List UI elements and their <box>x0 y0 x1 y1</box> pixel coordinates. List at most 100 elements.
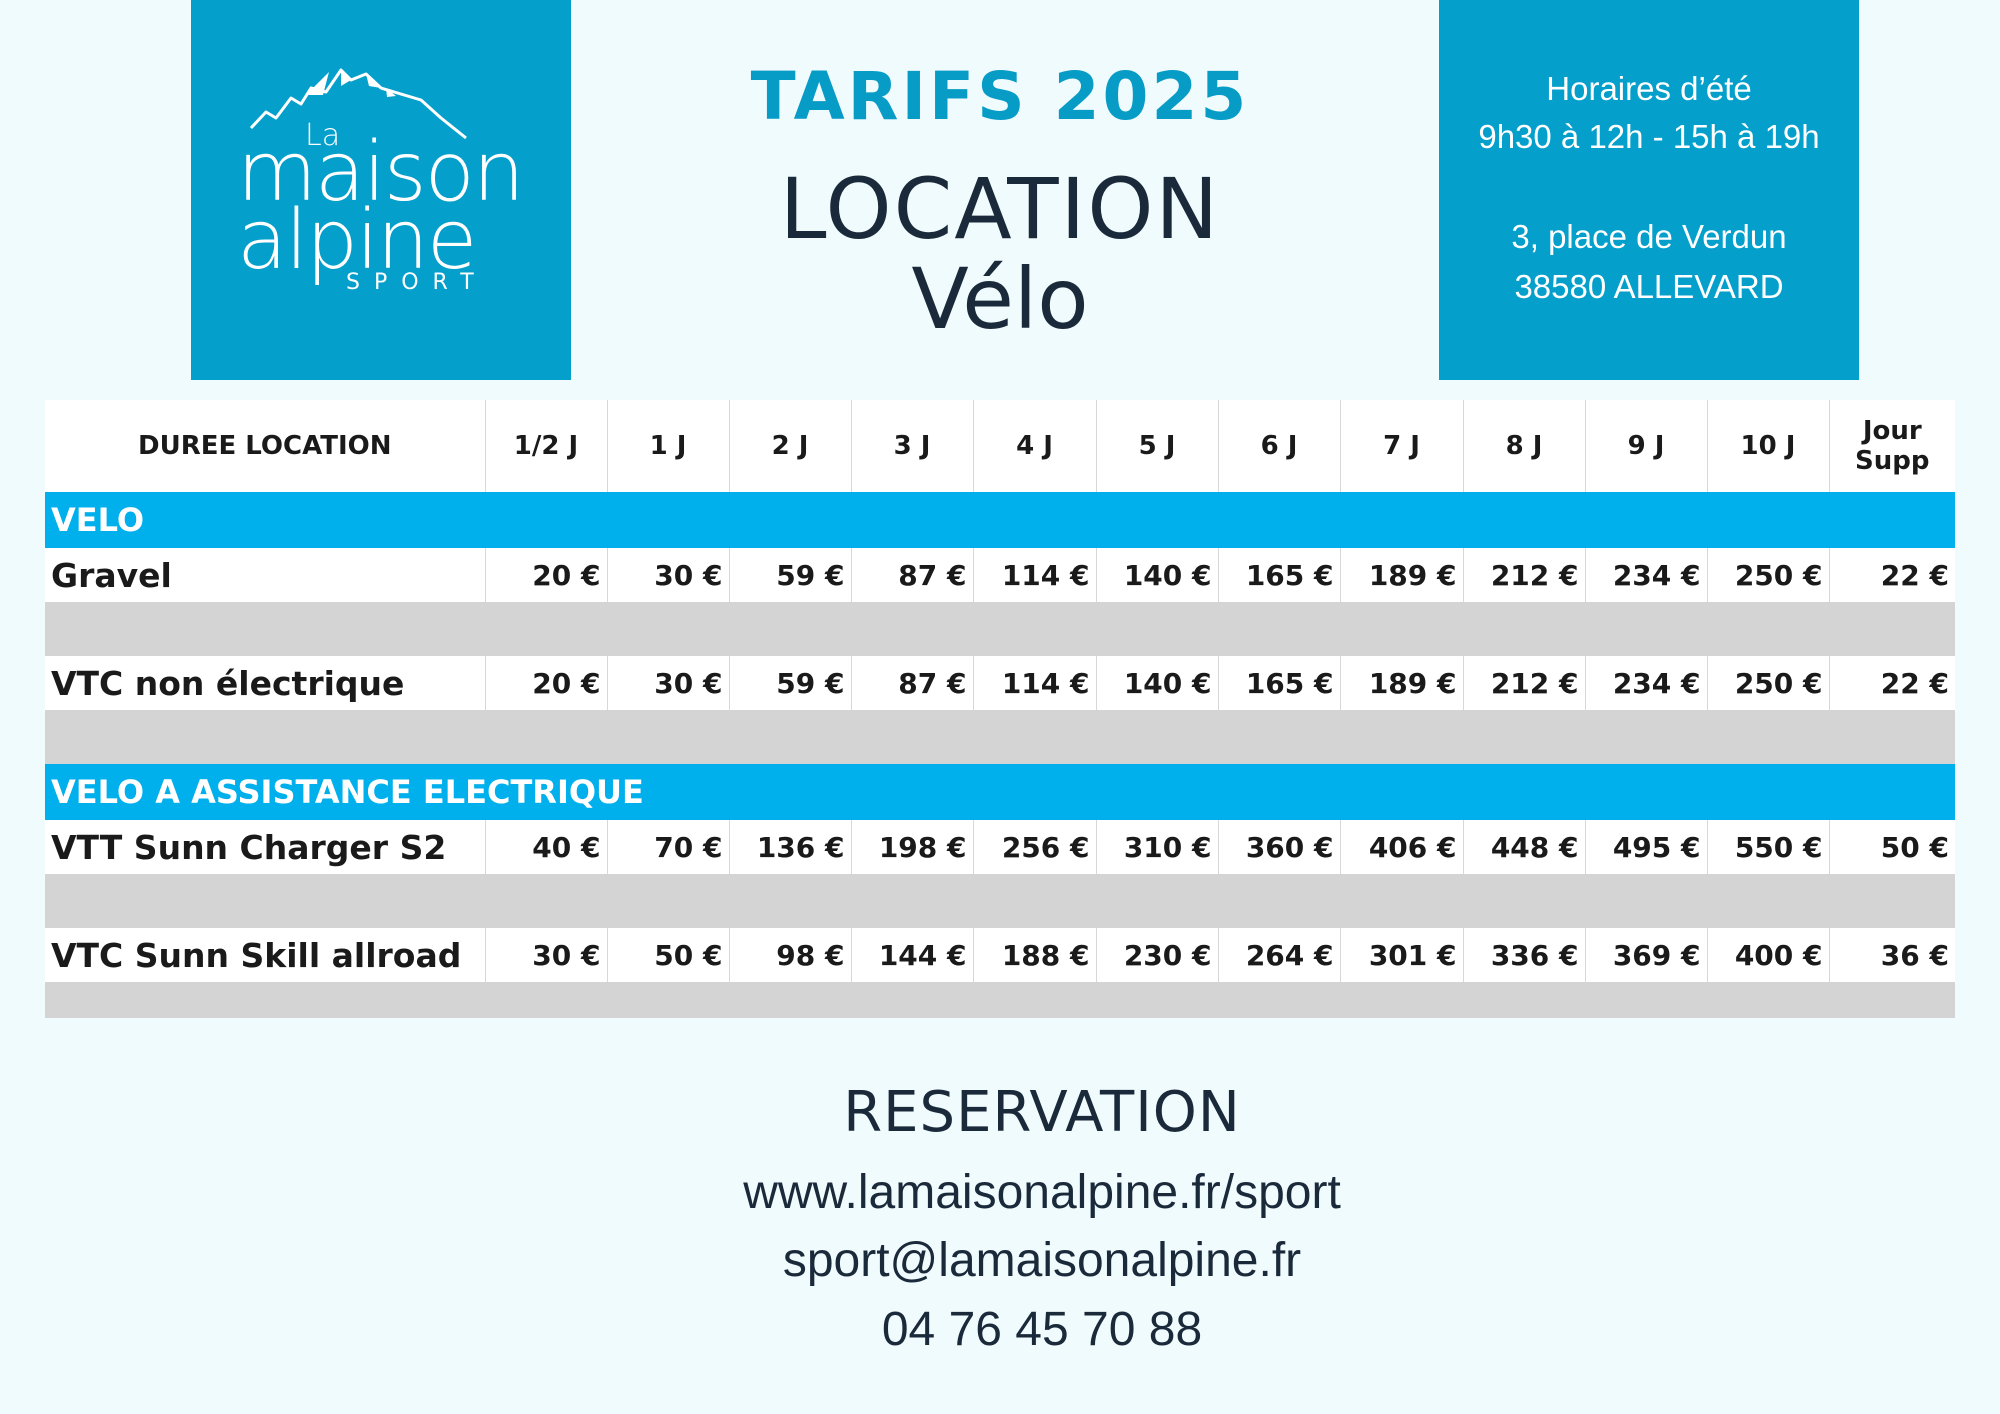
price-cell: 406 € <box>1340 820 1464 874</box>
reservation-title: RESERVATION <box>843 1080 1241 1145</box>
address-line-1: 3, place de Verdun <box>1511 218 1787 255</box>
price-cell: 369 € <box>1585 928 1708 982</box>
section-label: VELO <box>45 492 1955 548</box>
price-cell: 140 € <box>1096 548 1219 602</box>
logo-sport: SPORT <box>346 270 488 295</box>
price-cell: 87 € <box>851 656 974 710</box>
address-line-2: 38580 ALLEVARD <box>1514 268 1784 305</box>
header-10j: 10 J <box>1707 400 1830 492</box>
price-cell: 250 € <box>1707 656 1830 710</box>
header-1j: 1 J <box>607 400 730 492</box>
logo: La maison alpine SPORT <box>191 0 571 380</box>
table-row: VTC Sunn Skill allroad 30 €50 €98 €144 €1… <box>45 928 1955 982</box>
info-box: Horaires d’été 9h30 à 12h - 15h à 19h 3,… <box>1439 0 1859 380</box>
price-cell: 400 € <box>1707 928 1830 982</box>
price-cell: 50 € <box>1829 820 1955 874</box>
bike-name: VTC non électrique <box>45 656 486 710</box>
price-cell: 310 € <box>1096 820 1219 874</box>
spacer-cell <box>45 982 1955 1018</box>
spacer-cell <box>45 602 1955 656</box>
price-cell: 20 € <box>485 656 608 710</box>
header-half-day: 1/2 J <box>485 400 608 492</box>
spacer-row <box>45 982 1955 1018</box>
price-cell: 59 € <box>729 656 852 710</box>
price-cell: 448 € <box>1463 820 1586 874</box>
spacer-row <box>45 602 1955 656</box>
price-cell: 336 € <box>1463 928 1586 982</box>
price-cell: 230 € <box>1096 928 1219 982</box>
table-row: VTC non électrique 20 €30 €59 €87 €114 €1… <box>45 656 1955 710</box>
reservation-phone: 04 76 45 70 88 <box>881 1303 1203 1356</box>
price-cell: 40 € <box>485 820 608 874</box>
price-cell: 50 € <box>607 928 730 982</box>
price-cell: 98 € <box>729 928 852 982</box>
price-cell: 22 € <box>1829 656 1955 710</box>
reservation-website[interactable]: www.lamaisonalpine.fr/sport <box>743 1166 1341 1219</box>
title-velo: Vélo <box>911 250 1089 348</box>
header-supp: Supp <box>1855 446 1930 476</box>
price-cell: 87 € <box>851 548 974 602</box>
price-cell: 301 € <box>1340 928 1464 982</box>
section-row: VELO <box>45 492 1955 548</box>
price-cell: 264 € <box>1218 928 1341 982</box>
mountain-logo-icon <box>249 68 467 140</box>
bike-name: Gravel <box>45 548 486 602</box>
price-cell: 234 € <box>1585 656 1708 710</box>
header-3j: 3 J <box>851 400 974 492</box>
header-7j: 7 J <box>1340 400 1464 492</box>
hours-label: Horaires d’été <box>1546 70 1752 107</box>
price-cell: 20 € <box>485 548 608 602</box>
price-cell: 550 € <box>1707 820 1830 874</box>
price-cell: 188 € <box>973 928 1097 982</box>
price-cell: 22 € <box>1829 548 1955 602</box>
header-jour: Jour <box>1862 416 1922 446</box>
table-row: VTT Sunn Charger S2 40 €70 €136 €198 €256… <box>45 820 1955 874</box>
header-4j: 4 J <box>973 400 1097 492</box>
price-cell: 136 € <box>729 820 852 874</box>
spacer-row <box>45 874 1955 928</box>
price-cell: 165 € <box>1218 548 1341 602</box>
spacer-cell <box>45 710 1955 764</box>
spacer-cell <box>45 874 1955 928</box>
price-cell: 59 € <box>729 548 852 602</box>
header-9j: 9 J <box>1585 400 1708 492</box>
price-cell: 360 € <box>1218 820 1341 874</box>
price-cell: 189 € <box>1340 548 1464 602</box>
price-cell: 250 € <box>1707 548 1830 602</box>
price-cell: 165 € <box>1218 656 1341 710</box>
header-duree: DUREE LOCATION <box>45 400 486 492</box>
table-header-row: DUREE LOCATION 1/2 J 1 J 2 J 3 J 4 J 5 J… <box>45 400 1955 492</box>
header-6j: 6 J <box>1218 400 1341 492</box>
price-cell: 212 € <box>1463 656 1586 710</box>
header-5j: 5 J <box>1096 400 1219 492</box>
logo-alpine: alpine <box>237 193 477 288</box>
section-label: VELO A ASSISTANCE ELECTRIQUE <box>45 764 1955 820</box>
price-cell: 189 € <box>1340 656 1464 710</box>
price-cell: 114 € <box>973 656 1097 710</box>
bike-name: VTC Sunn Skill allroad <box>45 928 486 982</box>
price-cell: 114 € <box>973 548 1097 602</box>
logo-la: La <box>305 118 341 153</box>
spacer-row <box>45 710 1955 764</box>
hours-value: 9h30 à 12h - 15h à 19h <box>1478 118 1820 155</box>
bike-name: VTT Sunn Charger S2 <box>45 820 486 874</box>
price-cell: 234 € <box>1585 548 1708 602</box>
price-cell: 144 € <box>851 928 974 982</box>
price-cell: 36 € <box>1829 928 1955 982</box>
price-cell: 140 € <box>1096 656 1219 710</box>
title-location: LOCATION <box>779 160 1221 258</box>
price-cell: 212 € <box>1463 548 1586 602</box>
price-cell: 30 € <box>607 656 730 710</box>
price-cell: 198 € <box>851 820 974 874</box>
price-cell: 70 € <box>607 820 730 874</box>
header-8j: 8 J <box>1463 400 1586 492</box>
logo-maison: maison <box>237 125 525 220</box>
reservation-email[interactable]: sport@lamaisonalpine.fr <box>782 1234 1302 1287</box>
table-row: Gravel 20 €30 €59 €87 €114 €140 €165 €189… <box>45 548 1955 602</box>
price-table: DUREE LOCATION 1/2 J 1 J 2 J 3 J 4 J 5 J… <box>45 400 1955 1018</box>
header-jour-supp: Jour Supp <box>1829 400 1955 492</box>
price-cell: 30 € <box>485 928 608 982</box>
price-cell: 30 € <box>607 548 730 602</box>
section-row: VELO A ASSISTANCE ELECTRIQUE <box>45 764 1955 820</box>
price-cell: 256 € <box>973 820 1097 874</box>
